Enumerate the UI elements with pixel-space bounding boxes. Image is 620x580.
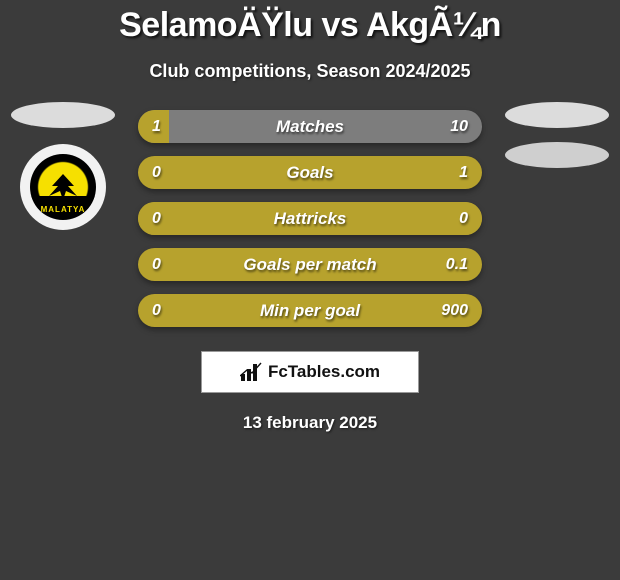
brand-text: FcTables.com	[268, 362, 380, 382]
stat-rows: 110Matches 01Goals 00Hattricks 00.1Goals pe…	[138, 110, 482, 327]
player-photo-placeholder	[11, 102, 115, 128]
stat-label: Goals	[286, 163, 333, 183]
right-player-column	[502, 102, 612, 168]
eagle-icon	[46, 172, 80, 202]
stat-row: 00Hattricks	[138, 202, 482, 235]
stat-label-wrap: Matches	[138, 110, 482, 143]
stat-label: Hattricks	[274, 209, 347, 229]
brand-main: Tables	[288, 362, 341, 381]
club-crest-placeholder	[505, 142, 609, 168]
bar-chart-icon	[240, 362, 262, 382]
subtitle: Club competitions, Season 2024/2025	[0, 61, 620, 82]
stat-label: Goals per match	[243, 255, 376, 275]
club-crest: MALATYA	[20, 144, 106, 230]
date-text: 13 february 2025	[0, 413, 620, 433]
player-photo-placeholder	[505, 102, 609, 128]
stat-row: 110Matches	[138, 110, 482, 143]
stat-label-wrap: Hattricks	[138, 202, 482, 235]
brand-suffix: .com	[340, 362, 380, 381]
crest-label: MALATYA	[30, 205, 96, 214]
left-player-column: MALATYA	[8, 102, 118, 230]
stat-row: 01Goals	[138, 156, 482, 189]
crest-icon: MALATYA	[30, 154, 96, 220]
stat-label: Min per goal	[260, 301, 360, 321]
stat-label: Matches	[276, 117, 344, 137]
brand-pre: Fc	[268, 362, 288, 381]
page-title: SelamoÄŸlu vs AkgÃ¼n	[0, 6, 620, 45]
comparison-area: MALATYA 110Matches 01Goals 00Hattricks 00.1…	[0, 110, 620, 327]
stat-row: 0900Min per goal	[138, 294, 482, 327]
stat-label-wrap: Goals	[138, 156, 482, 189]
brand-badge: FcTables.com	[201, 351, 419, 393]
stat-row: 00.1Goals per match	[138, 248, 482, 281]
stat-label-wrap: Min per goal	[138, 294, 482, 327]
stat-label-wrap: Goals per match	[138, 248, 482, 281]
